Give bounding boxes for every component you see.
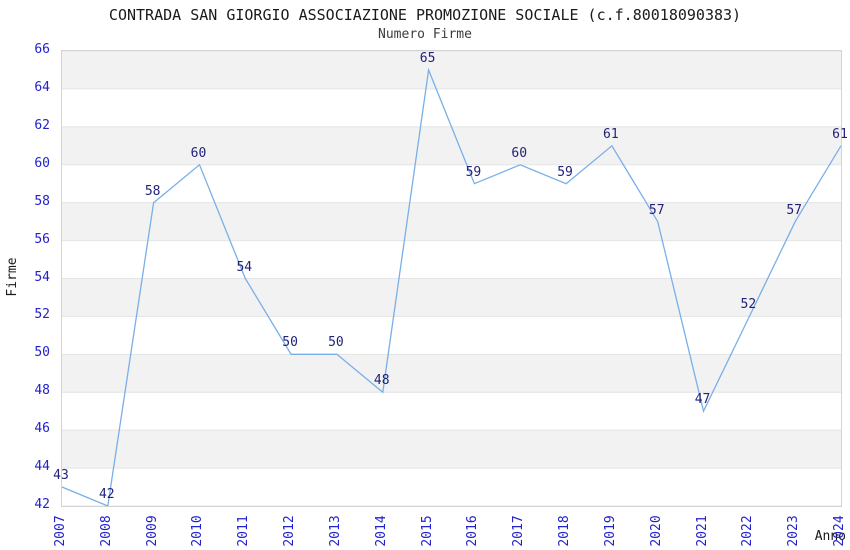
x-tick-label: 2009 — [144, 515, 160, 547]
x-tick-label: 2012 — [282, 515, 298, 547]
data-point-label: 59 — [557, 164, 573, 180]
background-band — [62, 202, 841, 241]
y-tick-label: 58 — [34, 193, 50, 209]
background-band — [62, 126, 841, 165]
x-tick-label: 2015 — [419, 515, 435, 547]
y-tick-label: 66 — [34, 42, 50, 57]
plot-canvas — [62, 51, 841, 506]
x-tick-label: 2019 — [602, 515, 618, 547]
y-tick-label: 44 — [34, 459, 50, 475]
data-point-label: 58 — [144, 183, 161, 199]
y-tick-label: 60 — [34, 155, 50, 171]
y-tick-label: 62 — [34, 117, 50, 133]
y-tick-label: 48 — [34, 383, 50, 399]
x-tick-label: 2022 — [740, 515, 756, 547]
data-point-label: 61 — [832, 126, 848, 142]
data-point-label: 43 — [53, 468, 69, 484]
x-tick-label: 2008 — [98, 515, 114, 547]
background-band — [62, 430, 841, 469]
plot-area — [61, 50, 842, 507]
background-band — [62, 354, 841, 393]
data-point-label: 48 — [373, 373, 390, 389]
background-band — [62, 392, 841, 431]
background-band — [62, 88, 841, 127]
data-point-label: 57 — [786, 202, 802, 218]
x-tick-label: 2024 — [832, 515, 847, 547]
background-band — [62, 240, 841, 279]
data-line — [62, 67, 841, 506]
data-point-label: 65 — [419, 50, 436, 66]
y-tick-label: 46 — [34, 421, 50, 437]
data-point-label: 59 — [465, 164, 482, 180]
x-tick-label: 2018 — [557, 515, 573, 547]
data-point-label: 61 — [603, 126, 619, 142]
x-tick-label: 2017 — [511, 515, 527, 547]
data-point-label: 47 — [694, 392, 711, 408]
x-axis-title: Anno — [814, 529, 846, 544]
x-tick-label: 2020 — [648, 515, 664, 547]
x-tick-label: 2016 — [465, 515, 481, 547]
data-point-label: 60 — [190, 145, 207, 161]
chart-title: CONTRADA SAN GIORGIO ASSOCIAZIONE PROMOZ… — [108, 6, 742, 24]
background-band — [62, 316, 841, 355]
data-point-label: 50 — [328, 335, 344, 351]
background-band — [62, 51, 841, 89]
x-tick-label: 2011 — [236, 515, 252, 547]
x-tick-label: 2007 — [53, 515, 68, 547]
y-tick-label: 42 — [34, 497, 50, 512]
data-point-label: 60 — [511, 145, 528, 161]
y-tick-label: 64 — [34, 79, 50, 95]
y-tick-label: 52 — [34, 307, 50, 323]
y-tick-label: 50 — [34, 345, 50, 361]
background-band — [62, 164, 841, 203]
data-point-label: 57 — [648, 202, 665, 218]
background-band — [62, 468, 841, 506]
x-tick-label: 2023 — [786, 515, 802, 547]
x-tick-label: 2013 — [327, 515, 343, 547]
y-tick-label: 56 — [34, 231, 50, 247]
data-point-label: 50 — [282, 335, 298, 351]
x-tick-label: 2010 — [190, 515, 206, 547]
y-tick-label: 54 — [34, 269, 50, 285]
data-point-label: 54 — [236, 259, 253, 275]
background-band — [62, 278, 841, 317]
x-tick-label: 2021 — [694, 515, 710, 547]
chart-subtitle: Numero Firme — [378, 27, 472, 42]
data-point-label: 52 — [740, 297, 757, 313]
x-tick-label: 2014 — [373, 515, 389, 547]
data-point-label: 42 — [98, 487, 115, 502]
